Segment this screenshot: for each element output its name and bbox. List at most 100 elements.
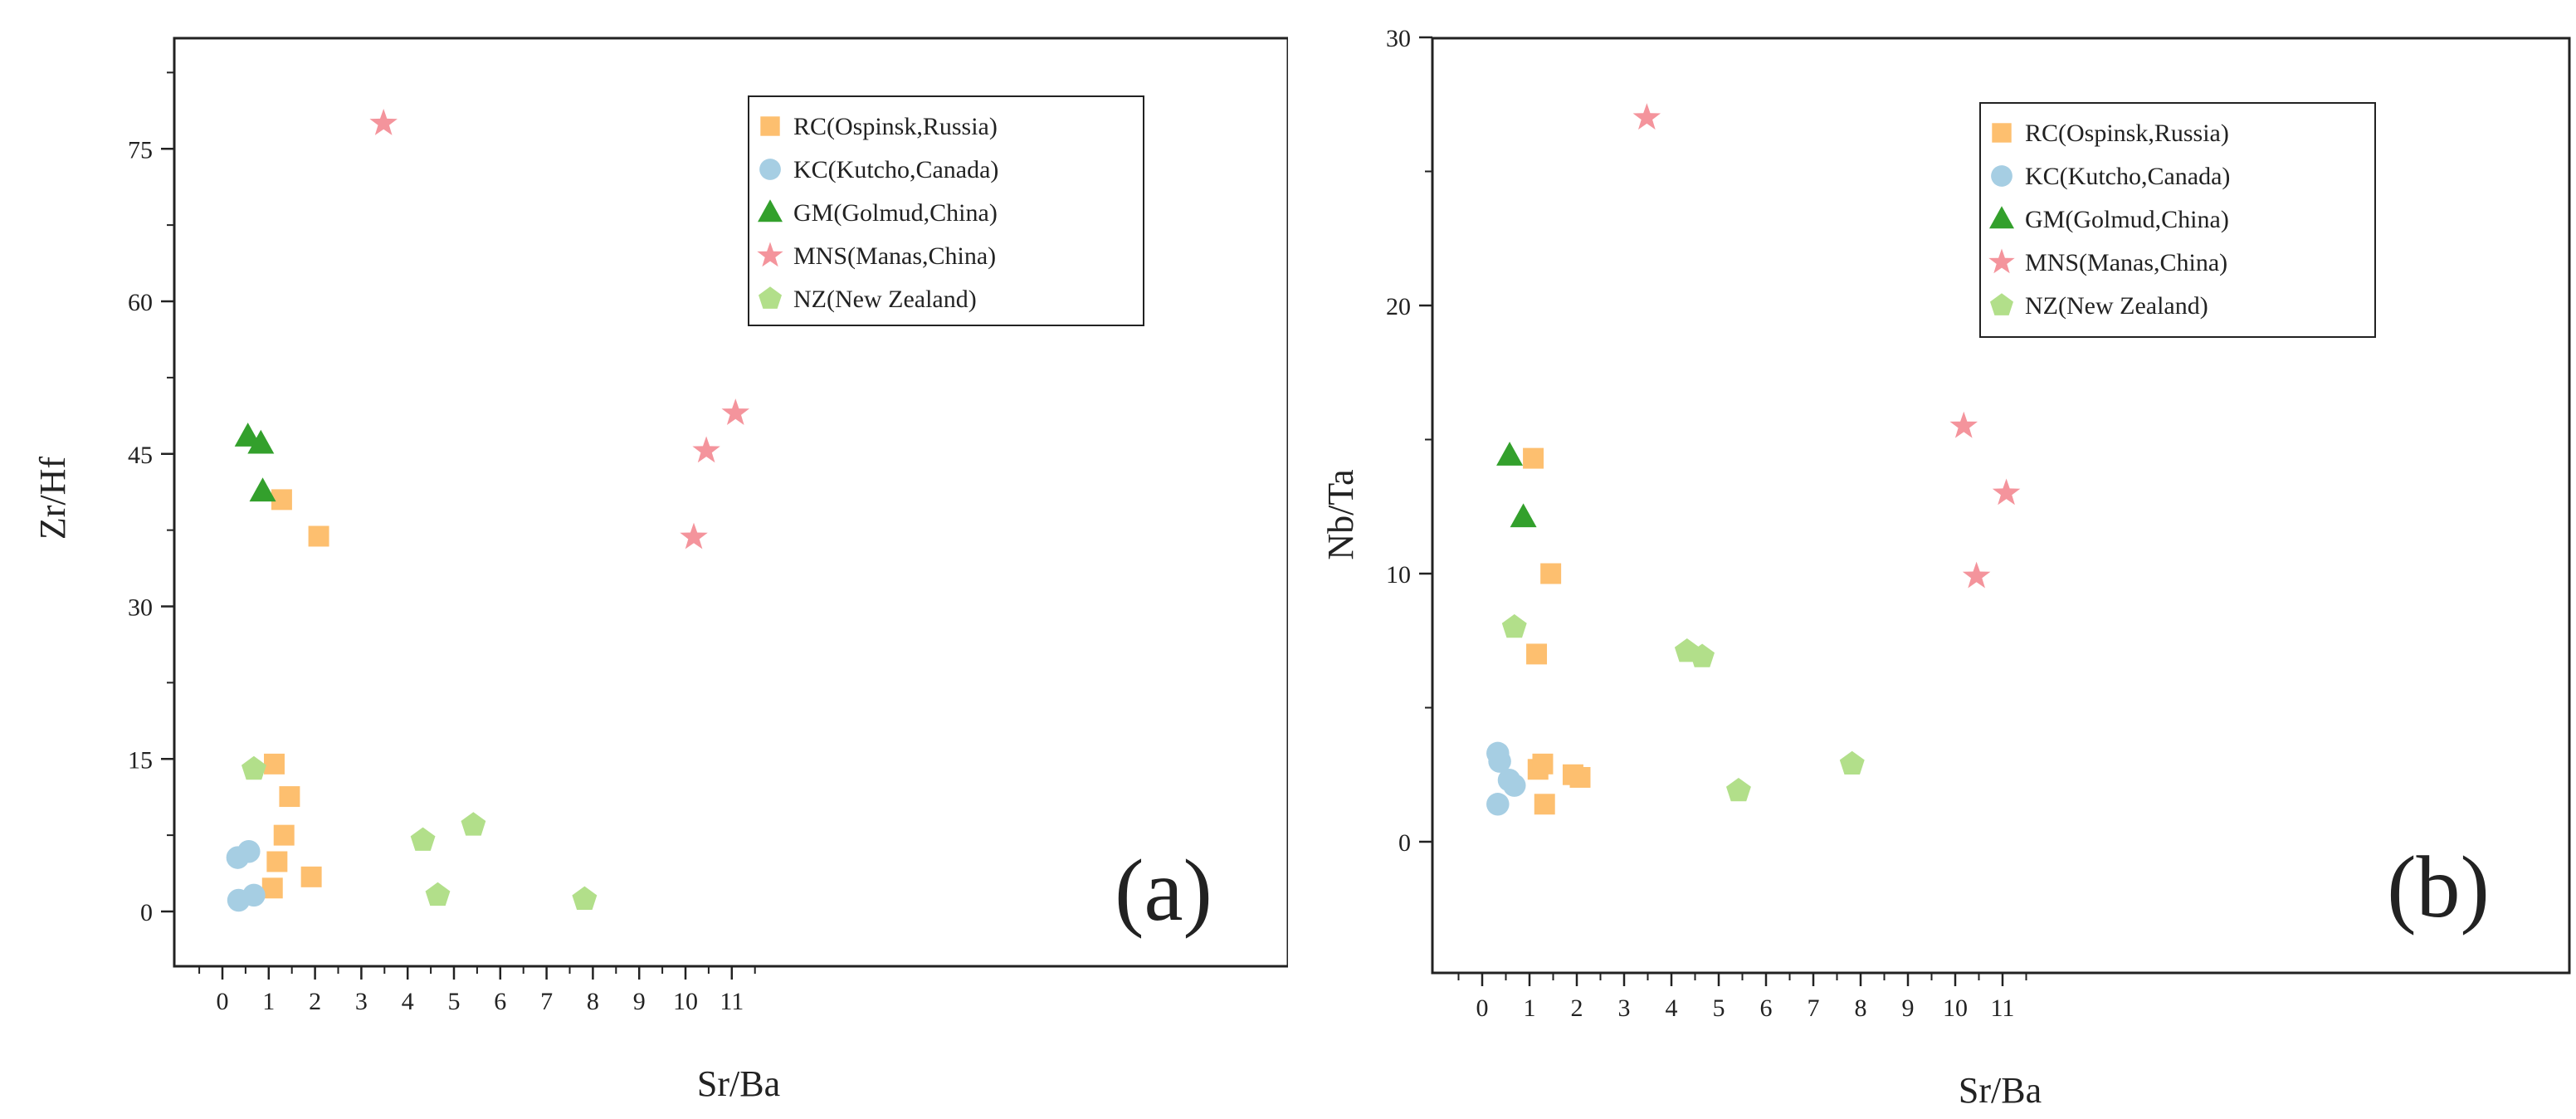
chart-a-point-square-0-3	[266, 851, 288, 872]
chart-a-point-circle-1-3	[242, 883, 266, 907]
chart-b-point-square-0-5	[1534, 794, 1555, 815]
chart-b-legend-swatch-pentagon	[1990, 293, 2013, 315]
chart-b-xtick-label: 2	[1571, 994, 1583, 1022]
chart-b-xlabel: Sr/Ba	[1959, 1070, 2042, 1111]
chart-b-xtick-label: 7	[1808, 994, 1820, 1022]
chart-a-point-pentagon-4-0	[242, 755, 266, 780]
chart-b-point-star-3-0	[1632, 103, 1661, 130]
chart-b-point-square-0-1	[1540, 563, 1562, 584]
chart-a-ytick-label: 45	[128, 442, 153, 469]
chart-b-point-star-3-1	[1949, 411, 1978, 438]
chart-b-ytick-label: 20	[1386, 293, 1411, 320]
chart-a-point-square-0-0	[264, 753, 285, 775]
chart-a-xtick-label: 3	[355, 988, 368, 1015]
chart-b-ylabel: Nb/Ta	[1320, 469, 1361, 560]
chart-a-legend: RC(Ospinsk,Russia) KC(Kutcho,Canada) GM(Go…	[748, 95, 1144, 326]
chart-panel-a: 0 1 2 3 4 5 6 7 8 9 10 11 0 15 30 45 60 75 Sr/Ba Zr/Hf (a…	[32, 37, 1288, 1104]
chart-a-xtick-label: 11	[720, 988, 744, 1015]
chart-a-point-circle-1-1	[237, 839, 261, 863]
chart-b-plot-frame	[1431, 37, 2571, 975]
chart-b-legend-label: MNS(Manas,China)	[2025, 249, 2227, 276]
chart-a-legend-label: NZ(New Zealand)	[793, 286, 977, 313]
chart-b-ytick-label: 0	[1398, 829, 1411, 857]
chart-b-legend-swatch-square	[1992, 123, 2012, 143]
chart-b-legend-swatch-star	[1988, 248, 2015, 274]
chart-b-point-circle-1-4	[1486, 793, 1510, 816]
chart-a-legend-swatch-square	[760, 116, 780, 136]
chart-a-legend-label: RC(Ospinsk,Russia)	[793, 113, 998, 140]
chart-a-point-pentagon-4-4	[572, 886, 598, 910]
chart-a-legend-box	[748, 95, 1144, 326]
chart-b-point-pentagon-4-2	[1690, 643, 1715, 667]
chart-a-ylabel: Zr/Hf	[32, 457, 73, 540]
chart-b-xtick-label: 4	[1666, 994, 1678, 1022]
chart-b-point-triangle-2-0	[1496, 442, 1524, 466]
chart-b-point-star-3-2	[1992, 478, 2021, 506]
chart-a-marks	[226, 109, 749, 912]
chart-a-point-square-0-5	[300, 866, 322, 887]
chart-b-point-star-3-3	[1962, 561, 1991, 589]
chart-b-legend-swatch-circle	[1991, 165, 2013, 187]
chart-a-ytick-label: 75	[128, 136, 153, 164]
chart-a-point-square-0-4	[261, 877, 283, 899]
chart-a-xtick-label: 8	[587, 988, 599, 1015]
chart-b-xtick-label: 10	[1943, 994, 1968, 1022]
chart-b-point-square-0-4	[1532, 753, 1554, 775]
chart-a-xtick-label: 1	[262, 988, 275, 1015]
chart-a-xtick-label: 10	[673, 988, 698, 1015]
chart-b-svg: 0 1 2 3 4 5 6 7 8 9 10 11 0 10 20 30 Sr/Ba Nb/Ta (b) RC…	[1320, 25, 2571, 1111]
chart-a-legend-swatch-triangle	[758, 199, 783, 222]
chart-a-xtick-label: 6	[494, 988, 506, 1015]
chart-a-point-pentagon-4-1	[410, 827, 436, 851]
chart-a-ytick-label: 15	[128, 746, 153, 774]
chart-b-xtick-label: 1	[1524, 994, 1536, 1022]
chart-panel-b: 0 1 2 3 4 5 6 7 8 9 10 11 0 10 20 30 Sr/Ba Nb/Ta (b) RC…	[1288, 0, 2576, 1119]
chart-a-point-star-3-0	[369, 109, 398, 135]
chart-b-legend-label: RC(Ospinsk,Russia)	[2025, 120, 2229, 147]
chart-a-legend-swatch-circle	[759, 159, 781, 180]
chart-a-panel-label: (a)	[1115, 842, 1212, 939]
chart-a-legend-label: GM(Golmud,China)	[793, 199, 998, 227]
chart-a-xtick-label: 4	[402, 988, 414, 1015]
chart-a-xtick-label: 9	[633, 988, 646, 1015]
chart-b-marks	[1486, 103, 2021, 816]
chart-b-legend-label: NZ(New Zealand)	[2025, 292, 2208, 320]
chart-a-point-star-3-2	[721, 398, 749, 425]
chart-b-xtick-label: 0	[1476, 994, 1489, 1022]
chart-a-ytick-label: 0	[140, 899, 153, 926]
chart-b-point-square-0-0	[1523, 447, 1544, 469]
chart-a-xtick-label: 2	[309, 988, 321, 1015]
chart-a-point-star-3-3	[680, 522, 708, 550]
chart-b-xtick-label: 9	[1902, 994, 1915, 1022]
chart-b-point-circle-1-1	[1488, 750, 1511, 773]
chart-b-xtick-label: 6	[1760, 994, 1773, 1022]
chart-a-xtick-label: 0	[217, 988, 229, 1015]
chart-b-xtick-label: 11	[1991, 994, 2015, 1022]
chart-b-point-square-0-7	[1569, 767, 1591, 788]
chart-b-legend-box	[1979, 102, 2376, 338]
chart-a-point-triangle-2-1	[247, 429, 275, 454]
chart-b-xtick-label: 8	[1855, 994, 1867, 1022]
chart-a-xtick-label: 5	[448, 988, 461, 1015]
chart-b-legend-label: KC(Kutcho,Canada)	[2025, 163, 2230, 190]
chart-b-point-square-0-2	[1526, 643, 1548, 665]
chart-a-point-star-3-1	[692, 436, 720, 463]
chart-b-point-pentagon-4-4	[1839, 750, 1865, 775]
chart-a-point-triangle-2-0	[234, 423, 261, 447]
chart-b-xtick-label: 5	[1713, 994, 1725, 1022]
chart-b-point-pentagon-4-3	[1726, 778, 1751, 802]
chart-b-xtick-label: 3	[1618, 994, 1631, 1022]
chart-b-legend-entries: RC(Ospinsk,Russia) KC(Kutcho,Canada) GM(Go…	[1988, 120, 2230, 320]
chart-a-point-square-0-2	[273, 824, 295, 846]
chart-b-legend-label: GM(Golmud,China)	[2025, 206, 2229, 233]
chart-b-legend-swatch-triangle	[1989, 206, 2014, 229]
chart-a-point-square-0-1	[279, 786, 300, 808]
chart-a-point-square-0-7	[308, 525, 329, 547]
chart-b-ticks: 0 1 2 3 4 5 6 7 8 9 10 11 0 10 20 30	[1386, 25, 2027, 1022]
chart-a-legend-swatch-star	[757, 242, 783, 267]
chart-a-point-pentagon-4-3	[461, 812, 486, 836]
chart-b-point-triangle-2-1	[1510, 503, 1537, 528]
chart-b-ytick-label: 30	[1386, 25, 1411, 52]
chart-a-ytick-label: 30	[128, 594, 153, 622]
